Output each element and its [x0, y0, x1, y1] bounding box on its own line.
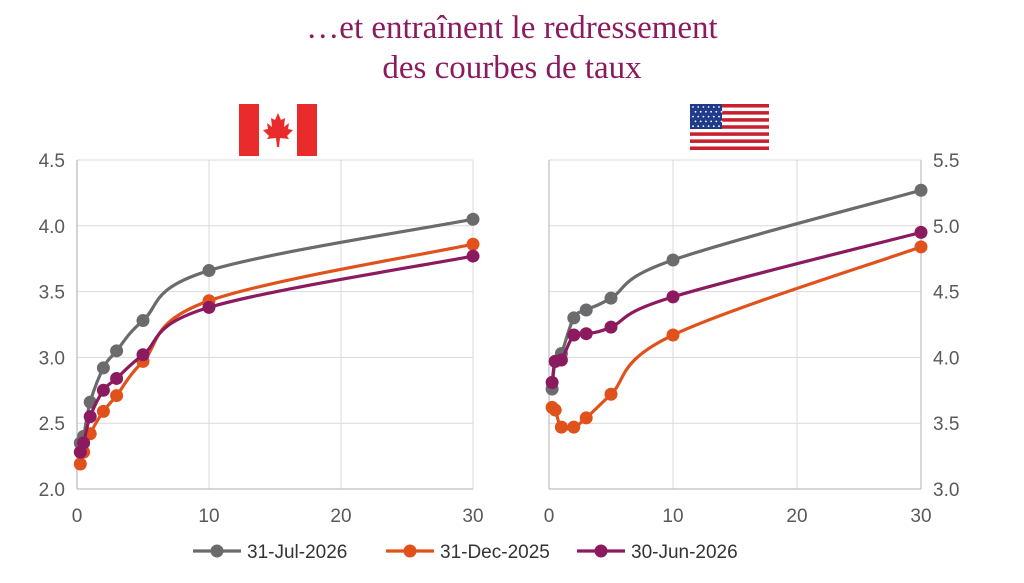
y-tick-label: 5.0 [933, 217, 959, 238]
y-tick-label: 3.5 [933, 414, 959, 435]
data-point [136, 314, 150, 328]
data-point [666, 290, 680, 304]
data-point [554, 353, 568, 367]
data-point [914, 240, 928, 254]
canada-panel: 2.0 2.5 3.0 3.5 4.0 4.5 0 10 20 30 [39, 151, 484, 527]
data-point [96, 361, 110, 375]
canada-flag-icon [239, 104, 317, 156]
legend-label: 31-Dec-2025 [440, 542, 550, 563]
data-point [466, 249, 480, 263]
data-point [136, 348, 150, 362]
usa-flag-icon [690, 104, 769, 150]
data-point [666, 253, 680, 267]
data-point [604, 387, 618, 401]
data-point [83, 410, 97, 424]
data-point [554, 420, 568, 434]
x-tick-label: 20 [330, 506, 351, 527]
data-point [110, 371, 124, 385]
x-tick-label: 0 [544, 506, 555, 527]
y-tick-label: 2.5 [39, 414, 65, 435]
data-point [466, 212, 480, 226]
data-point [567, 311, 581, 325]
x-tick-label: 10 [662, 506, 683, 527]
data-point [77, 436, 91, 450]
data-point [73, 457, 87, 471]
legend-swatch-marker [210, 544, 224, 558]
data-point [604, 291, 618, 305]
y-tick-label: 2.0 [39, 480, 65, 501]
y-tick-label: 4.0 [39, 217, 65, 238]
y-tick-label: 4.0 [933, 348, 959, 369]
series-line [550, 230, 923, 384]
legend-label: 31-Jul-2026 [247, 542, 347, 563]
chart-title-line-1: …et entraînent le redressement [306, 10, 718, 46]
x-tick-label: 30 [462, 506, 483, 527]
y-tick-label: 3.0 [39, 348, 65, 369]
data-point [96, 383, 110, 397]
x-tick-label: 20 [786, 506, 807, 527]
x-tick-label: 30 [910, 506, 931, 527]
chart-title: …et entraînent le redressement des courb… [0, 8, 1024, 88]
x-tick-label: 0 [72, 506, 83, 527]
data-point [202, 300, 216, 314]
data-point [604, 320, 618, 334]
chart-title-line-2: des courbes de taux [382, 50, 642, 86]
series-line [78, 217, 475, 445]
y-tick-label: 4.5 [39, 151, 65, 172]
data-point [567, 328, 581, 342]
data-point [579, 411, 593, 425]
y-tick-label: 4.5 [933, 283, 959, 304]
data-point [545, 375, 559, 389]
data-point [110, 389, 124, 403]
series-line [550, 188, 923, 391]
data-point [548, 403, 562, 417]
data-point [914, 183, 928, 197]
legend-label: 30-Jun-2026 [631, 542, 738, 563]
series-line [550, 245, 923, 431]
legend-swatch-marker [594, 544, 608, 558]
legend: 31-Jul-2026 31-Dec-2025 30-Jun-2026 [193, 542, 738, 563]
data-point [96, 404, 110, 418]
data-point [666, 328, 680, 342]
data-point [567, 420, 581, 434]
data-point [579, 303, 593, 317]
x-tick-label: 10 [198, 506, 219, 527]
data-point [579, 327, 593, 341]
data-point [466, 237, 480, 251]
data-point [914, 225, 928, 239]
y-tick-label: 3.0 [933, 480, 959, 501]
y-tick-label: 5.5 [933, 151, 959, 172]
data-point [110, 344, 124, 358]
legend-swatch-marker [403, 544, 417, 558]
usa-panel: 3.0 3.5 4.0 4.5 5.0 5.5 0 10 20 30 [544, 151, 960, 527]
data-point [202, 264, 216, 278]
y-tick-label: 3.5 [39, 283, 65, 304]
